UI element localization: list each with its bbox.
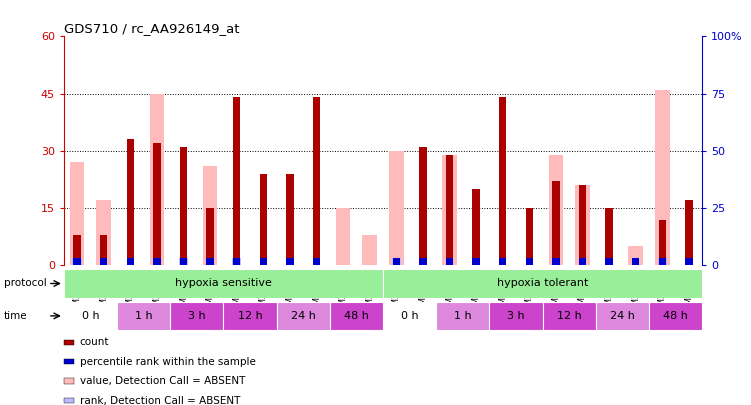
Bar: [548, 155, 563, 265]
Bar: [442, 155, 457, 265]
Text: count: count: [80, 337, 109, 347]
Bar: [207, 258, 214, 265]
Text: 0 h: 0 h: [82, 311, 99, 321]
Text: GDS710 / rc_AA926149_at: GDS710 / rc_AA926149_at: [64, 22, 240, 35]
Bar: [233, 98, 240, 265]
Bar: [658, 258, 667, 265]
Bar: [100, 235, 107, 265]
Bar: [312, 258, 320, 265]
Text: 24 h: 24 h: [291, 311, 315, 321]
Bar: [649, 302, 702, 330]
Text: 12 h: 12 h: [556, 311, 581, 321]
Bar: [153, 258, 161, 265]
Bar: [472, 189, 480, 265]
Bar: [419, 258, 427, 265]
Bar: [203, 166, 218, 265]
Text: 1 h: 1 h: [135, 311, 152, 321]
Bar: [153, 143, 161, 265]
Bar: [499, 258, 506, 265]
Bar: [655, 90, 670, 265]
Text: 24 h: 24 h: [610, 311, 635, 321]
Bar: [179, 147, 187, 265]
Bar: [659, 220, 666, 265]
Bar: [629, 246, 643, 265]
Bar: [552, 181, 559, 265]
Bar: [490, 302, 542, 330]
Bar: [260, 174, 267, 265]
Bar: [207, 208, 214, 265]
Text: 3 h: 3 h: [188, 311, 206, 321]
Text: 1 h: 1 h: [454, 311, 472, 321]
Text: 48 h: 48 h: [344, 311, 369, 321]
Bar: [96, 200, 111, 265]
Bar: [336, 208, 351, 265]
Bar: [286, 174, 294, 265]
Bar: [73, 258, 82, 265]
Bar: [127, 258, 134, 265]
Bar: [436, 302, 490, 330]
Bar: [392, 258, 401, 265]
Bar: [419, 147, 427, 265]
Text: rank, Detection Call = ABSENT: rank, Detection Call = ABSENT: [80, 396, 240, 405]
Bar: [685, 258, 692, 265]
Bar: [312, 98, 320, 265]
Text: 3 h: 3 h: [507, 311, 525, 321]
Bar: [363, 235, 377, 265]
Bar: [526, 258, 533, 265]
Text: time: time: [4, 311, 27, 321]
Bar: [179, 258, 187, 265]
Bar: [389, 151, 403, 265]
Bar: [472, 258, 480, 265]
Text: hypoxia sensitive: hypoxia sensitive: [175, 279, 272, 288]
Bar: [224, 302, 276, 330]
Bar: [579, 185, 587, 265]
Bar: [579, 258, 587, 265]
Bar: [70, 162, 84, 265]
Bar: [64, 302, 117, 330]
Bar: [286, 258, 294, 265]
Bar: [233, 258, 240, 265]
Text: protocol: protocol: [4, 279, 47, 288]
Text: percentile rank within the sample: percentile rank within the sample: [80, 357, 255, 367]
Bar: [605, 208, 613, 265]
Bar: [605, 258, 613, 265]
Bar: [383, 269, 702, 298]
Bar: [393, 258, 400, 265]
Text: 48 h: 48 h: [663, 311, 688, 321]
Bar: [330, 302, 383, 330]
Text: value, Detection Call = ABSENT: value, Detection Call = ABSENT: [80, 376, 245, 386]
Text: hypoxia tolerant: hypoxia tolerant: [497, 279, 588, 288]
Bar: [100, 258, 107, 265]
Bar: [526, 208, 533, 265]
Bar: [499, 98, 506, 265]
Bar: [170, 302, 224, 330]
Text: 12 h: 12 h: [237, 311, 262, 321]
Bar: [632, 258, 639, 265]
Bar: [149, 94, 164, 265]
Bar: [383, 302, 436, 330]
Text: 0 h: 0 h: [401, 311, 418, 321]
Bar: [685, 200, 692, 265]
Bar: [575, 185, 590, 265]
Bar: [446, 155, 453, 265]
Bar: [232, 258, 241, 265]
Bar: [64, 269, 383, 298]
Bar: [659, 258, 666, 265]
Bar: [596, 302, 649, 330]
Bar: [446, 258, 453, 265]
Bar: [552, 258, 559, 265]
Bar: [117, 302, 170, 330]
Bar: [542, 302, 596, 330]
Bar: [260, 258, 267, 265]
Bar: [74, 258, 81, 265]
Bar: [127, 139, 134, 265]
Bar: [74, 235, 81, 265]
Bar: [179, 258, 189, 265]
Bar: [276, 302, 330, 330]
